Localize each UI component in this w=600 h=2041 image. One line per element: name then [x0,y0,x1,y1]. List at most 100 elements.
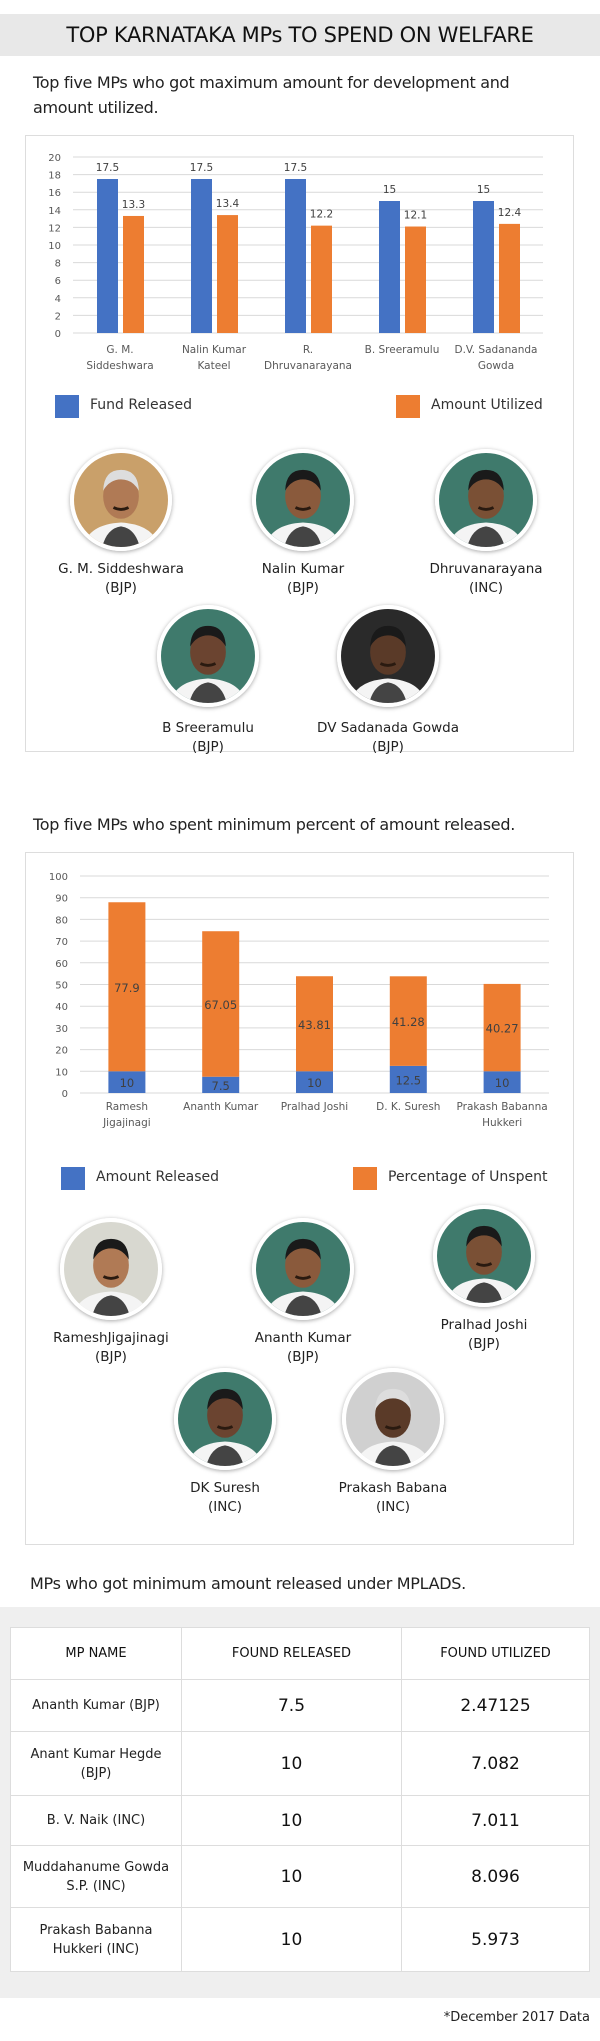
cell-found-released: 10 [181,1795,402,1846]
cell-mp-name: B. V. Naik (INC) [10,1795,182,1846]
x-tick-label: Prakash Babanna [457,1101,548,1113]
mp-caption: Prakash Babana (INC) [303,1479,483,1517]
data-label: 12.2 [310,209,333,221]
y-tick-label: 60 [55,959,68,970]
header-found-utilized: FOUND UTILIZED [401,1627,590,1680]
chart-unspent-percentage: 0 10 20 30 40 50 60 70 80 90 100 Ramesh Jigajinagi 10… [49,872,549,1129]
portrait-image [256,453,350,547]
y-tick-label: 40 [55,1002,68,1013]
legend-swatch-amount-released [61,1167,85,1190]
y-tick-label: 6 [55,276,61,287]
header-found-released: FOUND RELEASED [181,1627,402,1680]
legend-swatch-percentage-unspent [353,1167,377,1190]
cell-mp-name: Anant Kumar Hegde (BJP) [10,1731,182,1796]
mp-name: B Sreeramulu [162,720,254,736]
bar-amount-utilized [123,215,144,333]
bar-fund-released [379,201,400,333]
mp-name: Nalin Kumar [261,561,345,577]
cell-found-utilized: 8.096 [401,1845,590,1908]
bar-fund-released [473,201,494,333]
table-row: Ananth Kumar (BJP) 7.5 2.47125 [10,1679,590,1732]
y-tick-label: 20 [48,153,61,164]
cell-mp-name: Muddahanume Gowda S.P. (INC) [10,1845,182,1908]
y-tick-label: 16 [48,188,61,199]
bar-amount-utilized [405,226,426,333]
mp-caption: DK Suresh (INC) [135,1479,315,1517]
legend-swatch-amount-utilized [396,395,420,418]
mp-party: (BJP) [287,1349,319,1365]
cell-found-utilized: 2.47125 [401,1679,590,1732]
cell-found-utilized: 5.973 [401,1907,590,1972]
mp-caption: RameshJigajinagi (BJP) [21,1329,201,1367]
portrait-image [341,609,435,703]
mp-name: Dhruvanarayana [429,561,543,577]
mp-caption: B Sreeramulu (BJP) [118,719,298,757]
bar-percentage-of-unspent [389,976,427,1066]
bar-percentage-of-unspent [108,902,146,1072]
data-label: 17.5 [190,162,213,174]
mp-photo [433,1205,535,1307]
bar-amount-released [483,1071,521,1093]
mp-party: (INC) [207,1499,243,1515]
x-tick-label: Jigajinagi [102,1117,151,1129]
y-tick-label: 18 [48,171,61,182]
data-label: 10 [495,1076,510,1090]
table-row: Anant Kumar Hegde (BJP) 10 7.082 [10,1731,590,1796]
mp-caption: Dhruvanarayana (INC) [396,560,576,598]
table-row: Muddahanume Gowda S.P. (INC) 10 8.096 [10,1845,590,1908]
mp-name: Pralhad Joshi [440,1317,528,1333]
legend-swatch-fund-released [55,395,79,418]
mp-party: (BJP) [192,739,224,755]
mp-party: (INC) [375,1499,411,1515]
y-tick-label: 4 [55,294,61,305]
mp-name: RameshJigajinagi [53,1330,169,1346]
data-label: 12.4 [498,207,522,219]
x-tick-label: B. Sreeramulu [365,344,440,356]
mp-name: DV Sadanada Gowda [317,720,459,736]
mp-name: Ananth Kumar [254,1330,352,1346]
x-tick-label: D.V. Sadananda [455,344,538,356]
cell-mp-name: Prakash Babanna Hukkeri (INC) [10,1907,182,1972]
data-label: 77.9 [114,981,140,995]
cell-found-utilized: 7.011 [401,1795,590,1846]
legend-percentage-unspent: Percentage of Unspent [388,1169,548,1185]
mp-caption: Ananth Kumar (BJP) [213,1329,393,1367]
portrait-image [64,1222,158,1316]
y-tick-label: 10 [55,1067,68,1078]
footnote: *December 2017 Data [443,2010,590,2025]
x-tick-label: Kateel [197,360,230,372]
table-row: Prakash Babanna Hukkeri (INC) 10 5.973 [10,1907,590,1972]
cell-found-utilized: 7.082 [401,1731,590,1796]
cell-found-released: 10 [181,1907,402,1972]
data-label: 7.5 [212,1079,230,1093]
x-tick-label: Hukkeri [482,1117,522,1129]
data-label: 43.81 [298,1018,331,1032]
data-label: 10 [120,1076,135,1090]
bar-percentage-of-unspent [202,931,240,1077]
data-label: 10 [307,1076,322,1090]
data-label: 15 [477,184,490,196]
mp-party: (BJP) [95,1349,127,1365]
bar-amount-released [296,1071,333,1093]
table-header-row: MP NAME FOUND RELEASED FOUND UTILIZED [10,1627,590,1680]
portrait-image [256,1222,350,1316]
x-tick-label: Pralhad Joshi [281,1101,348,1113]
section1-subtitle: Top five MPs who got maximum amount for … [33,73,510,117]
data-label: 41.28 [392,1015,425,1029]
y-tick-label: 100 [49,872,68,883]
legend-amount-released: Amount Released [96,1169,220,1185]
cell-mp-name: Ananth Kumar (BJP) [10,1679,182,1732]
mp-caption: Pralhad Joshi (BJP) [394,1316,574,1354]
data-label: 12.5 [395,1073,421,1087]
portrait-image [178,1372,272,1466]
data-label: 12.1 [404,210,427,222]
x-tick-label: Nalin Kumar [182,344,247,356]
mp-photo [252,1218,354,1320]
y-tick-label: 90 [55,894,68,905]
mp-photo [337,605,439,707]
y-tick-label: 12 [48,223,61,234]
bar-fund-released [97,179,118,333]
mp-name: DK Suresh [190,1480,260,1496]
y-tick-label: 0 [62,1089,68,1100]
mp-caption: DV Sadanada Gowda (BJP) [298,719,478,757]
